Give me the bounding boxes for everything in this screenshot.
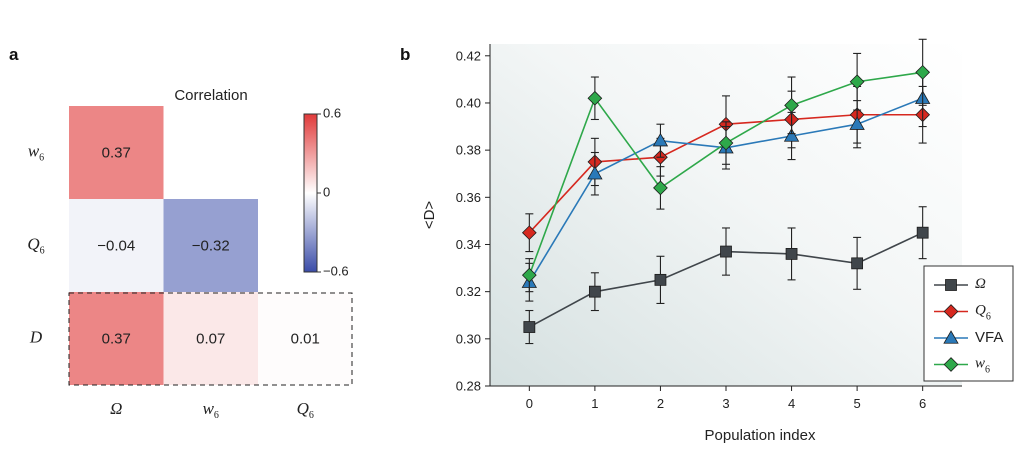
- heatmap-cell-value: −0.04: [97, 237, 135, 254]
- legend-label: Q6: [975, 303, 991, 323]
- legend-marker: [945, 279, 957, 291]
- heatmap-cell: [69, 106, 164, 199]
- data-point: [784, 97, 799, 113]
- y-tick-label: 0.30: [456, 331, 481, 346]
- colorbar: [303, 113, 318, 273]
- heatmap-cell-value: 0.07: [196, 330, 225, 347]
- panel-label-a: a: [9, 45, 19, 64]
- y-tick-label: 0.42: [456, 48, 481, 63]
- data-point: [521, 225, 537, 241]
- x-axis-title: Population index: [705, 427, 816, 444]
- colorbar-tick-label: −0.6: [323, 263, 349, 278]
- data-point: [653, 180, 668, 196]
- data-point: [783, 128, 800, 142]
- colorbar-tick-label: 0: [323, 184, 330, 199]
- x-tick-label: 4: [788, 396, 795, 411]
- x-tick-label: 0: [526, 396, 533, 411]
- y-tick-label: 0.40: [456, 95, 481, 110]
- heatmap-cell-value: 0.37: [102, 330, 131, 347]
- data-point: [785, 248, 798, 260]
- line-chart-series: [521, 38, 931, 345]
- legend-label: Ω: [975, 276, 986, 292]
- data-point: [588, 285, 601, 298]
- data-point: [652, 132, 669, 147]
- data-point: [915, 64, 931, 80]
- heatmap-cell-value: 0.37: [102, 144, 131, 161]
- heatmap-cell: [163, 292, 258, 385]
- series-3: [521, 38, 931, 293]
- heatmap-cell-value: 0.01: [291, 330, 320, 347]
- legend-label: VFA: [975, 329, 1003, 346]
- data-point: [849, 116, 865, 130]
- data-point: [523, 321, 536, 333]
- data-point: [720, 245, 732, 258]
- data-point: [718, 135, 734, 151]
- y-tick-label: 0.36: [456, 190, 481, 205]
- heatmap-cell: [163, 199, 258, 292]
- y-tick-label: 0.32: [456, 284, 481, 299]
- y-tick-label: 0.38: [456, 143, 481, 158]
- heatmap-row-label: w6: [28, 141, 44, 163]
- data-point: [521, 267, 537, 283]
- heatmap-row-label: Q6: [27, 234, 44, 256]
- data-point: [851, 257, 864, 270]
- heatmap-row-labels: w6 Q6 D: [27, 141, 44, 346]
- series-0: [523, 206, 929, 345]
- legend-marker: [943, 330, 959, 344]
- highlight-row-box: [68, 292, 353, 386]
- data-point: [654, 273, 667, 286]
- heatmap-cell: [69, 292, 164, 385]
- x-tick-label: 1: [591, 396, 598, 411]
- heatmap-cell-value: −0.32: [192, 237, 230, 254]
- heatmap-cells: 0.37 −0.04 −0.32 0.37 0.07 0.01: [69, 106, 353, 385]
- x-tick-label: 2: [657, 396, 664, 411]
- legend-marker: [943, 357, 959, 372]
- data-point: [849, 74, 865, 90]
- heatmap-row-label: D: [29, 327, 43, 346]
- legend-label: w6: [975, 356, 990, 376]
- y-tick-label: 0.28: [456, 379, 481, 394]
- colorbar-tick-label: 0.6: [323, 105, 341, 120]
- x-tick-label: 6: [919, 396, 926, 411]
- x-tick-label: 5: [853, 396, 860, 411]
- colorbar-ticks: 0.6 0 −0.6: [317, 105, 349, 278]
- heatmap-cell: [258, 292, 353, 385]
- y-tick-label: 0.34: [456, 237, 481, 252]
- heatmap-cell: [69, 199, 164, 292]
- y-axis-title: <D>: [421, 201, 438, 230]
- heatmap-col-label: w6: [203, 399, 219, 421]
- plot-background: [490, 44, 962, 386]
- panel-label-b: b: [400, 45, 410, 64]
- legend-marker: [943, 304, 959, 319]
- heatmap-col-label: Q6: [297, 399, 314, 421]
- data-point: [587, 165, 603, 180]
- line-chart-axes: 0.28 0.30 0.32 0.34 0.36 0.38 0.40 0.42 0 1 2 3 4 5 6: [456, 44, 962, 411]
- x-tick-label: 3: [722, 396, 729, 411]
- heatmap-title: Correlation: [174, 87, 247, 104]
- legend: Ω Q6 VFA w6: [923, 265, 1014, 382]
- heatmap-col-label: Ω: [110, 399, 122, 418]
- data-point: [916, 226, 929, 239]
- data-point: [587, 90, 603, 106]
